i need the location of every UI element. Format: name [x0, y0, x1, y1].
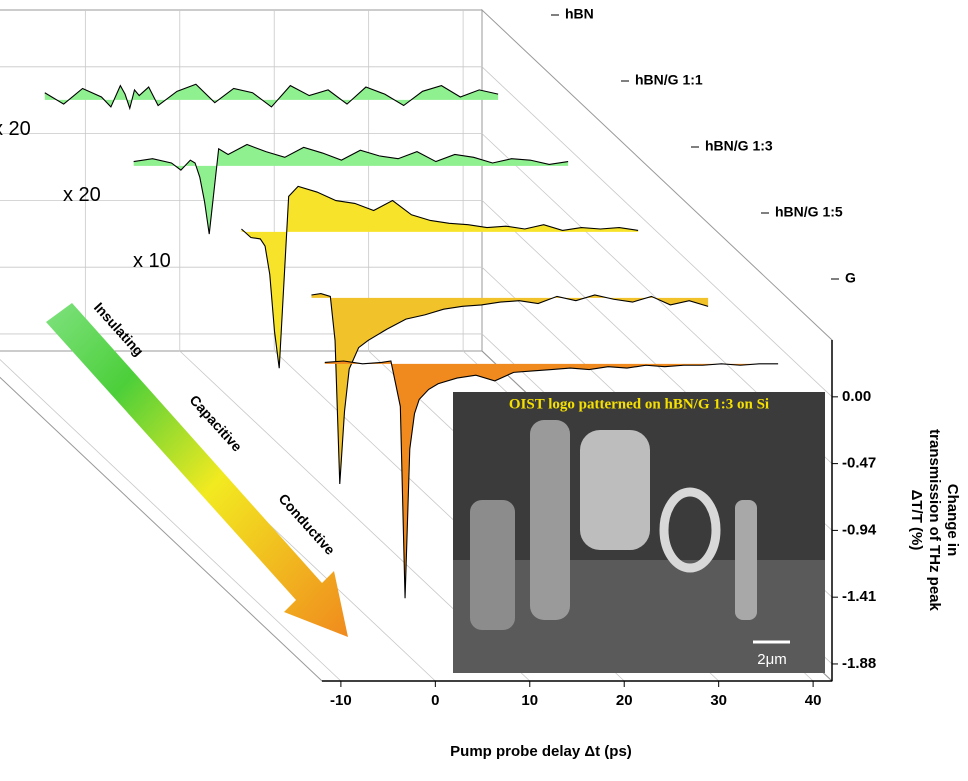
x-tick-label: 0 — [431, 692, 439, 709]
multiplier-label: x 20 — [0, 118, 31, 140]
trend-arrow — [46, 303, 348, 637]
y-tick-label: -1.88 — [842, 655, 876, 672]
inset-feature — [530, 420, 570, 620]
trace-area — [44, 84, 499, 109]
multiplier-label: x 10 — [133, 250, 171, 272]
series-label: hBN/G 1:1 — [635, 72, 703, 88]
series-label: hBN/G 1:3 — [705, 138, 773, 154]
series-label: hBN — [565, 6, 594, 22]
y-axis-title: Change in transmission of THz peak ΔT/T … — [908, 429, 961, 611]
series-label: hBN/G 1:5 — [775, 204, 843, 220]
y-tick-label: -0.94 — [842, 521, 877, 538]
trace-line — [241, 185, 639, 369]
multiplier-label: x 20 — [63, 184, 101, 206]
inset-image: OIST logo patterned on hBN/G 1:3 on Si 2… — [453, 392, 825, 673]
axes: -10 0 10 20 30 40 0.00 -0.47 -0.94 -1.41 -1.88 — [322, 340, 877, 709]
scale-label: 2μm — [757, 651, 786, 668]
trace-line — [133, 143, 569, 235]
inset-feature — [580, 430, 650, 550]
series-label: G — [845, 270, 856, 286]
x-tick-label: 40 — [805, 692, 822, 709]
grid-line — [481, 66, 833, 398]
x-tick-label: -10 — [330, 692, 352, 709]
inset-feature — [470, 500, 515, 630]
x-tick-label: 30 — [710, 692, 727, 709]
x-axis-title: Pump probe delay Δt (ps) — [450, 743, 632, 760]
trace-area — [241, 186, 639, 369]
inset-feature — [735, 500, 757, 620]
inset-title: OIST logo patterned on hBN/G 1:3 on Si — [509, 396, 769, 412]
x-tick-label: 10 — [521, 692, 538, 709]
y-tick-label: -1.41 — [842, 588, 876, 605]
y-axis-title-line: Change in — [944, 484, 961, 557]
trace-line — [44, 83, 499, 111]
trace-area — [133, 144, 569, 235]
y-axis-title-line: ΔT/T (%) — [908, 490, 925, 551]
grid-line — [0, 359, 342, 682]
y-axis-title-line: transmission of THz peak — [926, 429, 943, 611]
trace-area — [311, 293, 709, 484]
y-tick-label: -0.47 — [842, 455, 876, 472]
y-tick-label: 0.00 — [842, 388, 871, 405]
trace-line — [311, 293, 709, 484]
traces: hBN x 20 hBN/G 1:1 x 20 hBN/G 1:3 x 10 hBN/G 1… — [0, 6, 856, 599]
x-tick-label: 20 — [616, 692, 633, 709]
inset-feature — [659, 487, 721, 573]
trace-line — [324, 360, 779, 599]
